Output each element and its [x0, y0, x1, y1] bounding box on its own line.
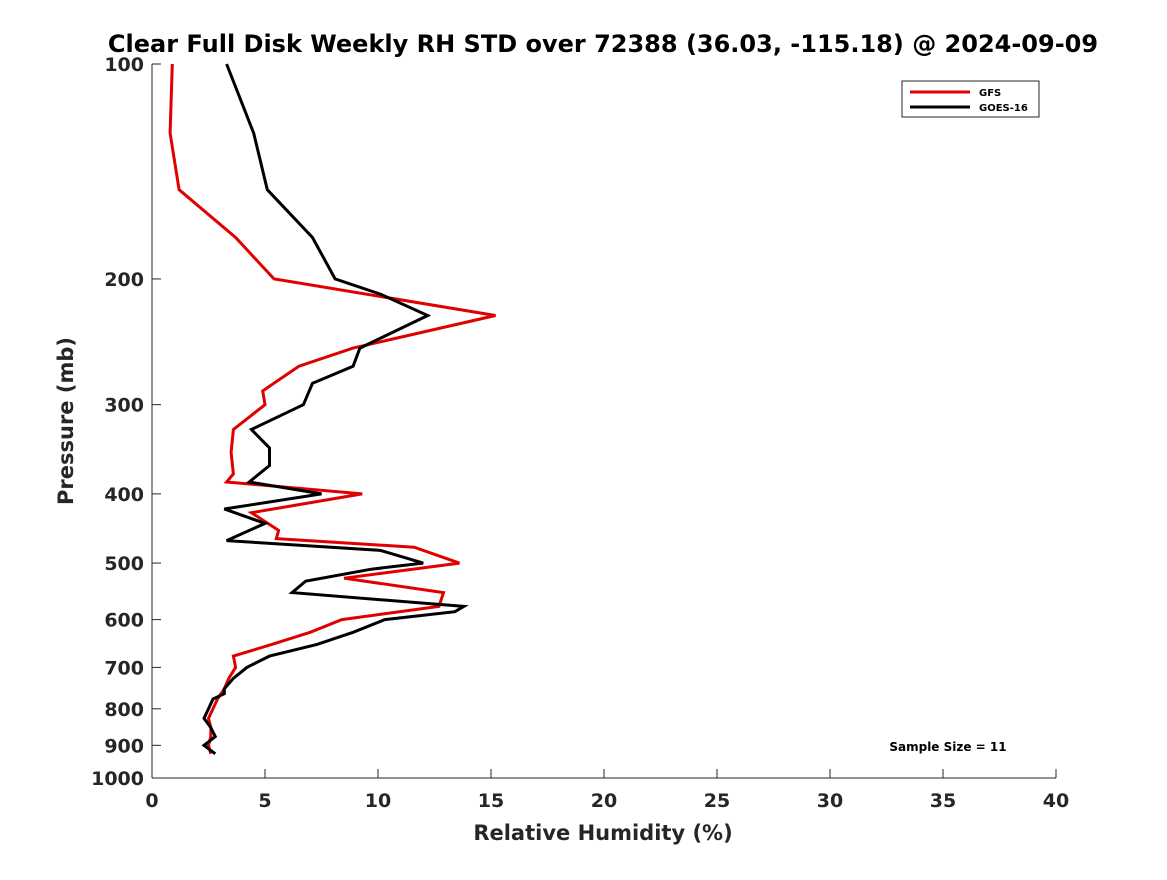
- y-tick-label: 700: [104, 657, 144, 679]
- x-tick-label: 5: [258, 790, 271, 812]
- x-tick-label: 0: [145, 790, 158, 812]
- series-line-gfs: [168, 63, 496, 755]
- chart-title: Clear Full Disk Weekly RH STD over 72388…: [108, 30, 1098, 58]
- legend-label-gfs: GFS: [979, 88, 1001, 99]
- series-line-goes-16: [201, 63, 469, 755]
- x-tick-label: 40: [1043, 790, 1069, 812]
- x-tick-label: 20: [591, 790, 617, 812]
- x-axis-title: Relative Humidity (%): [473, 821, 732, 845]
- y-tick-label: 900: [104, 735, 144, 757]
- plot-area: [168, 63, 496, 755]
- axes: 0 5 10 15 20 25 30 35 40 100 200 300 400 500 600 700 800…: [91, 54, 1069, 812]
- legend-label-goes-16: GOES-16: [979, 103, 1028, 114]
- y-tick-label: 500: [104, 553, 144, 575]
- x-tick-label: 25: [704, 790, 730, 812]
- y-tick-label: 1000: [91, 768, 144, 790]
- sample-size-annotation: Sample Size = 11: [889, 740, 1006, 754]
- y-axis-title: Pressure (mb): [54, 337, 78, 505]
- legend: GFS GOES-16: [901, 80, 1040, 118]
- x-tick-label: 35: [930, 790, 956, 812]
- y-tick-label: 100: [104, 54, 144, 76]
- y-tick-label: 300: [104, 395, 144, 417]
- x-tick-label: 30: [817, 790, 843, 812]
- y-tick-label: 400: [104, 484, 144, 506]
- y-tick-label: 800: [104, 699, 144, 721]
- x-tick-label: 10: [365, 790, 391, 812]
- y-tick-label: 600: [104, 610, 144, 632]
- x-tick-label: 15: [478, 790, 504, 812]
- legend-box: [901, 80, 1040, 118]
- y-tick-label: 200: [104, 269, 144, 291]
